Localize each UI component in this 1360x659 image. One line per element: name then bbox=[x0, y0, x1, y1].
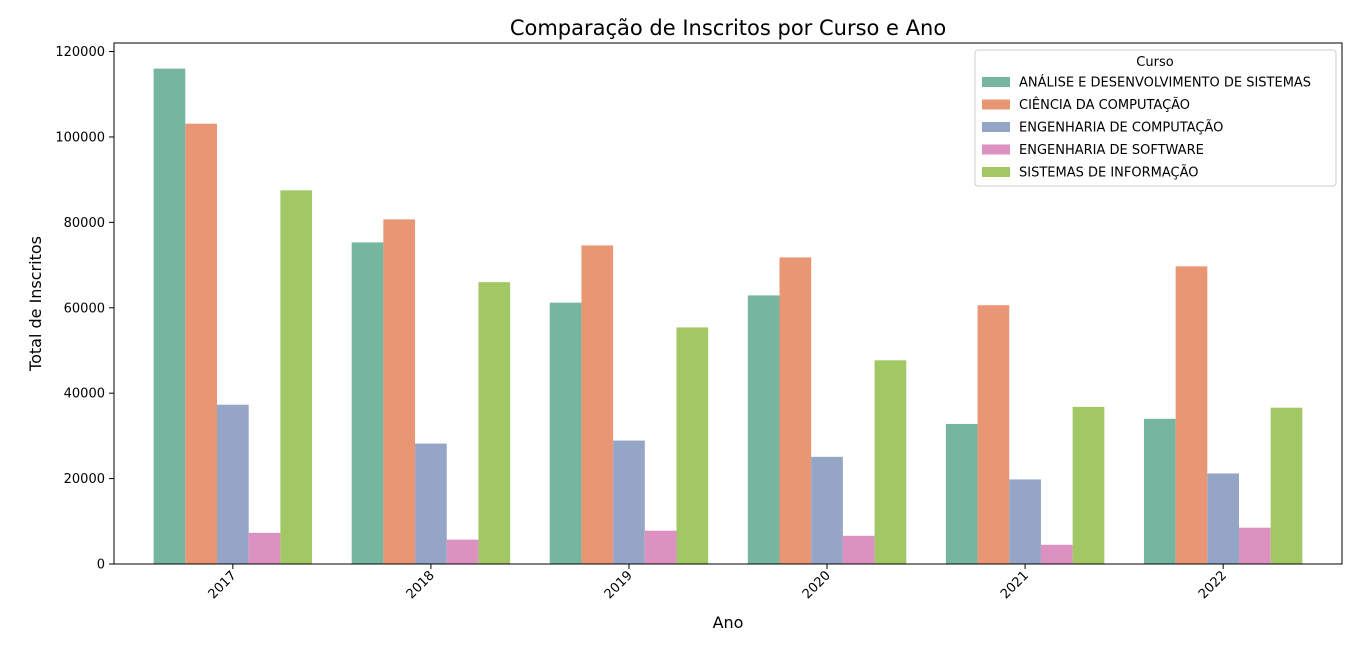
legend-item-label: SISTEMAS DE INFORMAÇÃO bbox=[1019, 165, 1199, 181]
x-axis: 2017 2018 2019 2020 2021 2022 bbox=[206, 564, 1230, 602]
bar-2020-series-5 bbox=[874, 360, 907, 564]
legend: Curso ANÁLISE E DESENVOLVIMENTO DE SISTE… bbox=[974, 49, 1337, 187]
bar-2022-series-1 bbox=[1143, 418, 1176, 564]
bar-2018-series-5 bbox=[478, 282, 511, 564]
bar-2022-series-4 bbox=[1239, 527, 1271, 564]
x-tick-label: 2020 bbox=[800, 568, 834, 602]
legend-item-label: ENGENHARIA DE COMPUTAÇÃO bbox=[1019, 120, 1223, 136]
plot-frame bbox=[113, 42, 1343, 565]
bar-2018-series-4 bbox=[446, 539, 479, 564]
bar-2020-series-1 bbox=[747, 295, 780, 564]
y-axis: 0 20000 40000 60000 80000 100000 120000 bbox=[55, 45, 114, 573]
bar-2019-series-3 bbox=[613, 440, 645, 564]
bar-2022-series-3 bbox=[1207, 473, 1240, 564]
y-tick-label: 60000 bbox=[64, 301, 105, 316]
bar-2021-series-4 bbox=[1040, 544, 1073, 564]
y-tick-label: 0 bbox=[97, 558, 105, 573]
legend-frame bbox=[974, 49, 1337, 187]
bar-2019-series-5 bbox=[676, 327, 709, 564]
legend-item-label: ENGENHARIA DE SOFTWARE bbox=[1019, 143, 1204, 158]
bar-2017-series-5 bbox=[280, 190, 313, 564]
bar-2017-series-4 bbox=[248, 532, 281, 564]
y-tick-label: 100000 bbox=[55, 130, 105, 145]
y-tick-label: 20000 bbox=[64, 472, 105, 487]
bar-2022-series-2 bbox=[1175, 266, 1208, 564]
x-tick-label: 2022 bbox=[1196, 568, 1230, 602]
bar-2017-series-2 bbox=[185, 123, 217, 565]
x-tick-label: 2018 bbox=[404, 568, 438, 602]
legend-item-label: CIÊNCIA DA COMPUTAÇÃO bbox=[1019, 97, 1190, 113]
y-axis-label: Total de Inscritos bbox=[26, 236, 45, 372]
x-tick-label: 2017 bbox=[206, 568, 240, 602]
x-tick-label: 2021 bbox=[998, 568, 1032, 602]
legend-swatch bbox=[982, 167, 1010, 177]
bar-2021-series-3 bbox=[1009, 479, 1041, 564]
bar-2018-series-3 bbox=[415, 443, 447, 564]
x-axis-label: Ano bbox=[713, 613, 744, 632]
bar-2019-series-2 bbox=[581, 245, 614, 565]
legend-swatch bbox=[982, 144, 1010, 155]
bar-2019-series-1 bbox=[549, 302, 582, 564]
bar-2021-series-2 bbox=[977, 305, 1010, 564]
bar-2020-series-3 bbox=[811, 456, 843, 564]
bar-2019-series-4 bbox=[644, 530, 677, 564]
bar-2018-series-2 bbox=[383, 219, 416, 564]
bar-2021-series-1 bbox=[945, 423, 978, 564]
legend-title: Curso bbox=[1136, 55, 1173, 70]
legend-item-label: ANÁLISE E DESENVOLVIMENTO DE SISTEMAS bbox=[1019, 75, 1311, 91]
bar-2020-series-2 bbox=[779, 257, 812, 564]
bar-2017-series-1 bbox=[153, 68, 186, 565]
legend-swatch bbox=[982, 77, 1010, 87]
chart-title: Comparação de Inscritos por Curso e Ano bbox=[510, 16, 946, 40]
bar-2018-series-1 bbox=[351, 242, 384, 564]
x-tick-label: 2019 bbox=[602, 568, 636, 602]
legend-swatch bbox=[982, 122, 1010, 132]
bar-2022-series-5 bbox=[1270, 407, 1303, 564]
y-tick-label: 120000 bbox=[55, 45, 105, 60]
y-tick-label: 40000 bbox=[64, 387, 105, 402]
y-tick-label: 80000 bbox=[64, 216, 105, 231]
legend-swatch bbox=[982, 99, 1010, 110]
bar-2021-series-5 bbox=[1072, 406, 1105, 564]
bar-2017-series-3 bbox=[216, 404, 249, 564]
bars-group bbox=[153, 68, 1303, 565]
bar-2020-series-4 bbox=[842, 535, 875, 564]
